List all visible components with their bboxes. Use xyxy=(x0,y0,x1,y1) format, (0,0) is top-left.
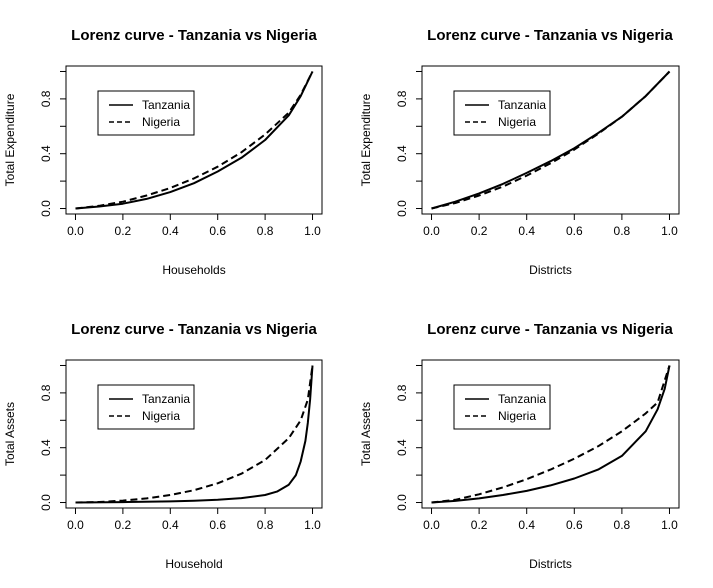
y-axis-label: Total Assets xyxy=(3,402,17,466)
legend-label: Nigeria xyxy=(498,409,536,423)
x-tick-label: 0.4 xyxy=(518,518,535,532)
chart-panel-1: Lorenz curve - Tanzania vs Nigeria 0.0 0.2… xyxy=(3,27,323,277)
x-tick-label: 0.2 xyxy=(115,518,132,532)
x-tick-label: 1.0 xyxy=(304,518,321,532)
y-tick-label: 0.0 xyxy=(395,200,409,217)
x-tick-label: 0.2 xyxy=(471,518,488,532)
y-tick-label: 0.8 xyxy=(395,90,409,107)
legend-label: Nigeria xyxy=(142,115,180,129)
series-line-nigeria xyxy=(75,365,314,504)
legend: Tanzania Nigeria xyxy=(453,90,551,136)
x-tick-label: 0.2 xyxy=(115,224,132,238)
y-axis-label: Total Expenditure xyxy=(3,93,17,186)
chart-title: Lorenz curve - Tanzania vs Nigeria xyxy=(71,27,317,44)
legend-label: Tanzania xyxy=(142,98,190,112)
y-tick-label: 0.4 xyxy=(39,439,53,456)
y-tick-label: 0.8 xyxy=(395,384,409,401)
legend-label: Nigeria xyxy=(498,115,536,129)
y-axis-label: Total Assets xyxy=(359,402,373,466)
x-tick-label: 0.6 xyxy=(566,518,583,532)
legend-box xyxy=(453,90,551,136)
y-axis-label: Total Expenditure xyxy=(359,93,373,186)
x-tick-label: 0.0 xyxy=(423,518,440,532)
legend-label: Nigeria xyxy=(142,409,180,423)
series-line-tanzania xyxy=(431,365,671,504)
x-axis-label: Districts xyxy=(529,263,572,277)
x-tick-label: 0.8 xyxy=(614,224,631,238)
x-tick-label: 0.8 xyxy=(257,518,274,532)
x-tick-label: 0.4 xyxy=(518,224,535,238)
y-tick-label: 0.4 xyxy=(395,439,409,456)
plot-frame xyxy=(65,65,323,215)
chart-title: Lorenz curve - Tanzania vs Nigeria xyxy=(427,321,673,338)
x-axis-label: Households xyxy=(162,263,225,277)
y-tick-label: 0.0 xyxy=(39,200,53,217)
legend-box xyxy=(97,384,195,430)
x-tick-label: 1.0 xyxy=(661,224,678,238)
x-tick-label: 0.2 xyxy=(471,224,488,238)
legend: Tanzania Nigeria xyxy=(97,384,195,430)
x-tick-label: 0.6 xyxy=(209,224,226,238)
legend: Tanzania Nigeria xyxy=(453,384,551,430)
series-line-tanzania xyxy=(75,71,314,210)
chart-title: Lorenz curve - Tanzania vs Nigeria xyxy=(427,27,673,44)
legend-box xyxy=(453,384,551,430)
x-axis-label: Districts xyxy=(529,557,572,571)
x-tick-label: 1.0 xyxy=(661,518,678,532)
x-tick-label: 0.4 xyxy=(162,518,179,532)
x-tick-label: 0.0 xyxy=(67,518,84,532)
y-tick-label: 0.4 xyxy=(395,145,409,162)
x-tick-label: 0.8 xyxy=(614,518,631,532)
plot-frame xyxy=(65,359,323,509)
plot-frame xyxy=(421,65,680,215)
x-tick-label: 1.0 xyxy=(304,224,321,238)
y-tick-label: 0.0 xyxy=(39,494,53,511)
x-tick-label: 0.0 xyxy=(67,224,84,238)
series-line-nigeria xyxy=(431,365,671,504)
y-tick-label: 0.4 xyxy=(39,145,53,162)
x-tick-label: 0.6 xyxy=(566,224,583,238)
legend-label: Tanzania xyxy=(498,98,546,112)
y-tick-label: 0.0 xyxy=(395,494,409,511)
legend-label: Tanzania xyxy=(498,392,546,406)
legend-label: Tanzania xyxy=(142,392,190,406)
series-line-nigeria xyxy=(75,71,314,210)
chart-panel-4: Lorenz curve - Tanzania vs Nigeria 0.0 0.2… xyxy=(359,321,680,571)
x-tick-label: 0.4 xyxy=(162,224,179,238)
x-tick-label: 0.6 xyxy=(209,518,226,532)
x-tick-label: 0.0 xyxy=(423,224,440,238)
series-line-tanzania xyxy=(75,365,314,504)
y-tick-label: 0.8 xyxy=(39,90,53,107)
chart-panel-3: Lorenz curve - Tanzania vs Nigeria 0.0 0.2… xyxy=(3,321,323,571)
chart-panel-2: Lorenz curve - Tanzania vs Nigeria 0.0 0.2… xyxy=(359,27,680,277)
y-tick-label: 0.8 xyxy=(39,384,53,401)
legend: Tanzania Nigeria xyxy=(97,90,195,136)
legend-box xyxy=(97,90,195,136)
x-axis-label: Household xyxy=(165,557,222,571)
x-tick-label: 0.8 xyxy=(257,224,274,238)
chart-title: Lorenz curve - Tanzania vs Nigeria xyxy=(71,321,317,338)
series-line-nigeria xyxy=(431,70,671,210)
